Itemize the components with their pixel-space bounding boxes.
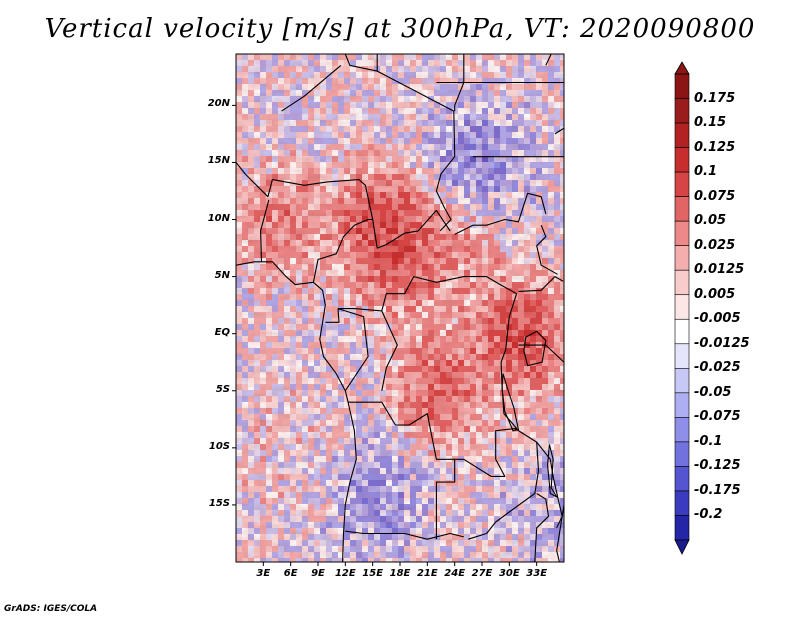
x-tick-label: 15E [362,568,384,579]
x-tick-label: 3E [256,568,271,579]
map-line [454,293,518,477]
map-line [454,54,465,112]
map-line [554,127,564,135]
y-tick-label: 10N [207,212,230,224]
colorbar-tick-label: 0.0125 [694,262,745,278]
map-line [518,344,564,363]
colorbar-tick-label: 0.005 [694,286,736,302]
colorbar-bin [674,196,690,222]
map-line [338,276,517,312]
y-tick-label: 15N [207,155,230,167]
colorbar-bin [674,269,690,296]
map-line [260,199,270,262]
field-texture [236,54,564,562]
x-tick-label: 30E [498,568,520,579]
map-line [236,261,357,562]
y-tick-label: 15S [208,497,230,509]
colorbar-bin [674,294,690,320]
y-tick-label: 5S [215,383,230,395]
x-tick-label: 27E [471,568,493,579]
colorbar-bin [674,515,690,541]
map-line [345,530,464,540]
colorbar-bin [674,147,690,173]
map-line [545,54,552,66]
colorbar-bin [674,245,690,271]
map-line [518,276,564,292]
colorbar-bin [674,171,690,197]
colorbar-bin [674,417,690,443]
velocity-field [236,54,564,562]
lake-outline [523,330,547,367]
colorbar-under-arrow [674,539,690,555]
map-line [344,54,378,72]
chart-title: Vertical velocity [m/s] at 300hPa, VT: 2… [44,14,756,44]
map-line [376,54,456,232]
map-line [454,192,547,235]
colorbar-tick-label: -0.075 [694,409,741,425]
y-tick-label: EQ [214,326,230,338]
colorbar-bin [674,98,690,124]
lake-outline [501,373,520,432]
colorbar-tick-label: -0.175 [694,482,741,498]
lake-outline [547,444,559,499]
footer-credit: GrADS: IGES/COLA [4,604,98,614]
map-line [556,504,564,562]
map-line [325,308,340,323]
colorbar-tick-label: 0.15 [694,115,727,131]
colorbar-bin [674,343,690,369]
colorbar-bin [674,466,690,492]
colorbar-tick-label: -0.025 [694,360,741,376]
x-tick-label: 21E [416,568,438,579]
colorbar-bin [674,318,690,345]
colorbar-tick-label: 0.075 [694,188,736,204]
colorbar-tick-label: -0.005 [694,311,741,327]
x-tick-label: 24E [444,568,466,579]
x-tick-label: 6E [283,568,298,579]
y-tick-label: 5N [214,269,230,281]
colorbar-tick-label: 0.175 [694,90,736,106]
map-line [381,310,398,391]
colorbar-tick-label: -0.125 [694,458,741,474]
colorbar-tick-label: -0.0125 [694,335,750,351]
x-tick-label: 12E [334,568,356,579]
axis-ticks [232,104,538,566]
colorbar-bin [674,122,690,148]
colorbar-tick-label: -0.05 [694,384,732,400]
colorbar-tick-label: 0.025 [694,237,736,253]
map-line [468,427,540,540]
map-line [337,308,369,392]
map-line [281,64,342,112]
x-tick-label: 33E [526,568,548,579]
x-tick-label: 9E [311,568,325,579]
x-tick-label: 18E [389,568,411,579]
colorbar-bin [674,73,690,99]
colorbar-bin [674,490,690,516]
map-line [534,493,550,562]
y-tick-label: 10S [208,440,230,452]
colorbar-bin [674,220,690,246]
colorbar-bin [674,368,690,394]
colorbar-tick-label: 0.05 [694,213,727,229]
colorbar [674,61,690,555]
map-line [236,162,374,220]
y-tick-label: 20N [207,98,230,110]
colorbar-bin [674,441,690,467]
colorbar-over-arrow [674,61,690,75]
map-line [348,401,456,522]
map-line [312,209,451,283]
colorbar-bin [674,392,690,418]
coastlines-borders [236,54,564,562]
colorbar-tick-label: -0.2 [694,507,723,523]
colorbar-tick-label: 0.125 [694,139,736,155]
colorbar-tick-label: -0.1 [694,433,723,449]
colorbar-tick-label: 0.1 [694,164,718,180]
map-line [536,224,558,275]
